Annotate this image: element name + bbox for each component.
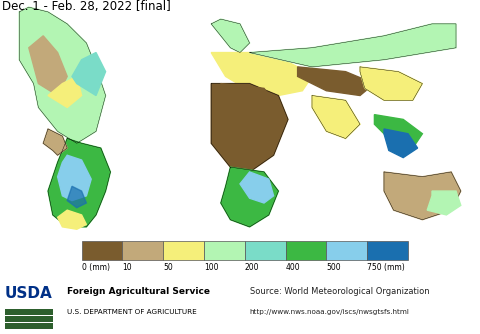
Bar [163,240,204,260]
Polygon shape [360,67,422,100]
Text: Foreign Agricultural Service: Foreign Agricultural Service [67,287,210,296]
Polygon shape [58,210,86,229]
Polygon shape [221,84,278,124]
Text: 400: 400 [286,263,300,272]
Text: U.S. DEPARTMENT OF AGRICULTURE: U.S. DEPARTMENT OF AGRICULTURE [67,309,197,315]
Bar [245,240,286,260]
Bar [367,240,408,260]
Polygon shape [211,52,312,96]
Polygon shape [48,139,110,227]
Polygon shape [384,172,461,220]
Text: Dec. 1 - Feb. 28, 2022 [final]: Dec. 1 - Feb. 28, 2022 [final] [2,0,171,13]
Polygon shape [312,96,360,139]
Bar [122,240,163,260]
Polygon shape [48,76,82,108]
Text: 500: 500 [326,263,341,272]
Text: 10: 10 [122,263,132,272]
Bar [286,240,326,260]
Bar [5,323,53,329]
Polygon shape [67,186,86,208]
Bar [82,240,122,260]
Polygon shape [221,167,278,227]
Polygon shape [43,129,67,155]
Bar [5,317,53,322]
Text: 50: 50 [163,263,173,272]
Bar [326,240,367,260]
Polygon shape [19,7,106,143]
Bar [204,240,245,260]
Text: Source: World Meteorological Organization: Source: World Meteorological Organizatio… [250,287,429,296]
Text: 750 (mm): 750 (mm) [367,263,405,272]
Polygon shape [384,129,418,158]
Text: USDA: USDA [5,286,52,301]
Polygon shape [298,67,374,96]
Text: 200: 200 [245,263,259,272]
Polygon shape [211,84,288,172]
Polygon shape [58,155,91,201]
Polygon shape [374,115,422,148]
Polygon shape [240,172,274,203]
Text: http://www.nws.noaa.gov/iscs/nwsgtsfs.html: http://www.nws.noaa.gov/iscs/nwsgtsfs.ht… [250,309,409,315]
Bar [5,309,53,315]
Polygon shape [72,52,106,96]
Polygon shape [211,19,250,52]
Text: 0 (mm): 0 (mm) [82,263,109,272]
Polygon shape [250,24,456,67]
Text: 100: 100 [204,263,218,272]
Polygon shape [427,191,461,215]
Polygon shape [29,36,67,96]
